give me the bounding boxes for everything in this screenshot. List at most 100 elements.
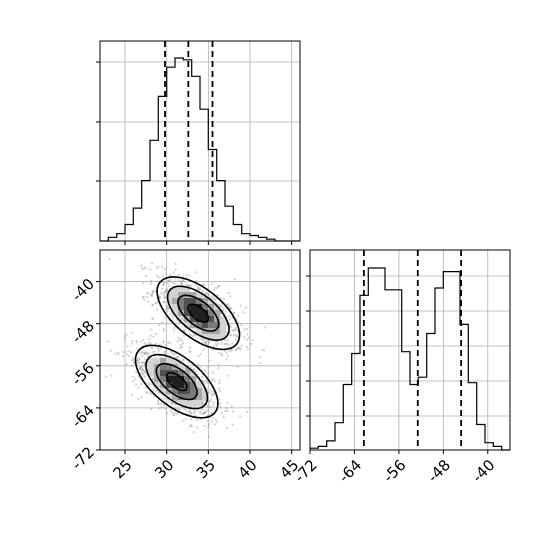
scatter-point: [188, 411, 191, 414]
scatter-point: [163, 316, 166, 319]
scatter-point: [147, 352, 150, 355]
scatter-point: [114, 352, 117, 356]
scatter-point: [201, 402, 204, 405]
scatter-point: [217, 342, 220, 345]
scatter-point: [136, 386, 140, 389]
scatter-point: [177, 355, 180, 358]
density-cell: [202, 388, 209, 395]
scatter-point: [142, 373, 145, 376]
scatter-point: [201, 283, 204, 286]
scatter-point: [226, 303, 230, 306]
scatter-point: [220, 411, 223, 415]
scatter-point: [212, 391, 215, 394]
density-cell: [196, 328, 203, 335]
scatter-point: [182, 275, 185, 278]
scatter-point: [169, 409, 172, 412]
scatter-point: [196, 285, 200, 288]
scatter-point: [172, 414, 175, 417]
scatter-point: [171, 352, 174, 355]
scatter-point: [180, 280, 183, 283]
density-cell: [154, 376, 161, 383]
scatter-point: [172, 271, 175, 274]
scatter-point: [149, 392, 152, 395]
scatter-point: [123, 335, 126, 338]
scatter-point: [244, 306, 247, 309]
scatter-point: [145, 343, 148, 346]
scatter-point: [159, 347, 162, 350]
scatter-point: [212, 288, 216, 292]
scatter-point: [207, 381, 210, 384]
scatter-point: [230, 333, 233, 336]
scatter-point: [188, 350, 191, 353]
scatter-point: [230, 307, 233, 310]
scatter-point: [203, 424, 206, 427]
density-cell: [196, 310, 203, 317]
scatter-point: [152, 351, 155, 354]
scatter-point: [156, 347, 159, 350]
scatter-point: [125, 362, 128, 365]
scatter-point: [168, 285, 171, 288]
scatter-point: [182, 358, 185, 361]
scatter-point: [212, 404, 215, 407]
density-cell: [178, 286, 185, 293]
scatter-point: [212, 401, 215, 404]
scatter-point: [149, 282, 152, 285]
scatter-point: [258, 362, 261, 365]
density-cell: [202, 298, 209, 305]
scatter-point: [190, 425, 193, 428]
scatter-point: [189, 412, 193, 415]
scatter-point: [149, 293, 153, 296]
scatter-point: [130, 364, 133, 367]
scatter-point: [170, 401, 173, 404]
scatter-point: [180, 282, 183, 285]
scatter-point: [155, 266, 158, 269]
scatter-point: [210, 379, 214, 382]
scatter-point: [151, 304, 154, 307]
scatter-point: [155, 390, 158, 393]
scatter-point: [137, 375, 140, 378]
scatter-point: [207, 426, 210, 429]
scatter-point: [181, 419, 184, 422]
scatter-point: [166, 310, 169, 313]
scatter-point: [234, 333, 237, 336]
scatter-point: [224, 349, 227, 353]
scatter-point: [234, 326, 237, 329]
scatter-point: [133, 361, 136, 365]
scatter-point: [151, 262, 154, 265]
scatter-point: [219, 406, 222, 409]
scatter-point: [251, 339, 254, 342]
scatter-point: [131, 359, 134, 362]
scatter-point: [116, 351, 119, 354]
scatter-point: [214, 298, 217, 301]
scatter-point: [217, 285, 221, 288]
scatter-point: [143, 351, 146, 354]
x-marginal-histogram-step: [100, 57, 300, 242]
scatter-point: [239, 304, 243, 307]
density-cell: [148, 358, 155, 365]
scatter-point: [151, 294, 154, 297]
scatter-point: [233, 311, 236, 314]
density-cell: [214, 334, 221, 341]
scatter-point: [162, 293, 165, 296]
density-cell: [172, 376, 179, 383]
scatter-point: [131, 380, 134, 383]
scatter-point: [217, 285, 220, 288]
scatter-point: [206, 379, 209, 382]
scatter-point: [238, 347, 241, 350]
density-cell: [220, 334, 227, 341]
scatter-point: [263, 349, 266, 352]
density-cell: [172, 388, 179, 395]
scatter-point: [182, 334, 185, 337]
scatter-point: [197, 354, 200, 357]
density-cell: [196, 316, 203, 323]
scatter-point: [213, 423, 216, 426]
scatter-point: [213, 297, 216, 301]
scatter-point: [232, 312, 235, 315]
scatter-point: [219, 297, 222, 300]
density-cell: [196, 382, 203, 389]
scatter-point: [140, 372, 143, 375]
density-cell: [196, 298, 203, 305]
scatter-point: [233, 278, 236, 281]
scatter-point: [166, 411, 169, 414]
scatter-point: [149, 334, 152, 337]
